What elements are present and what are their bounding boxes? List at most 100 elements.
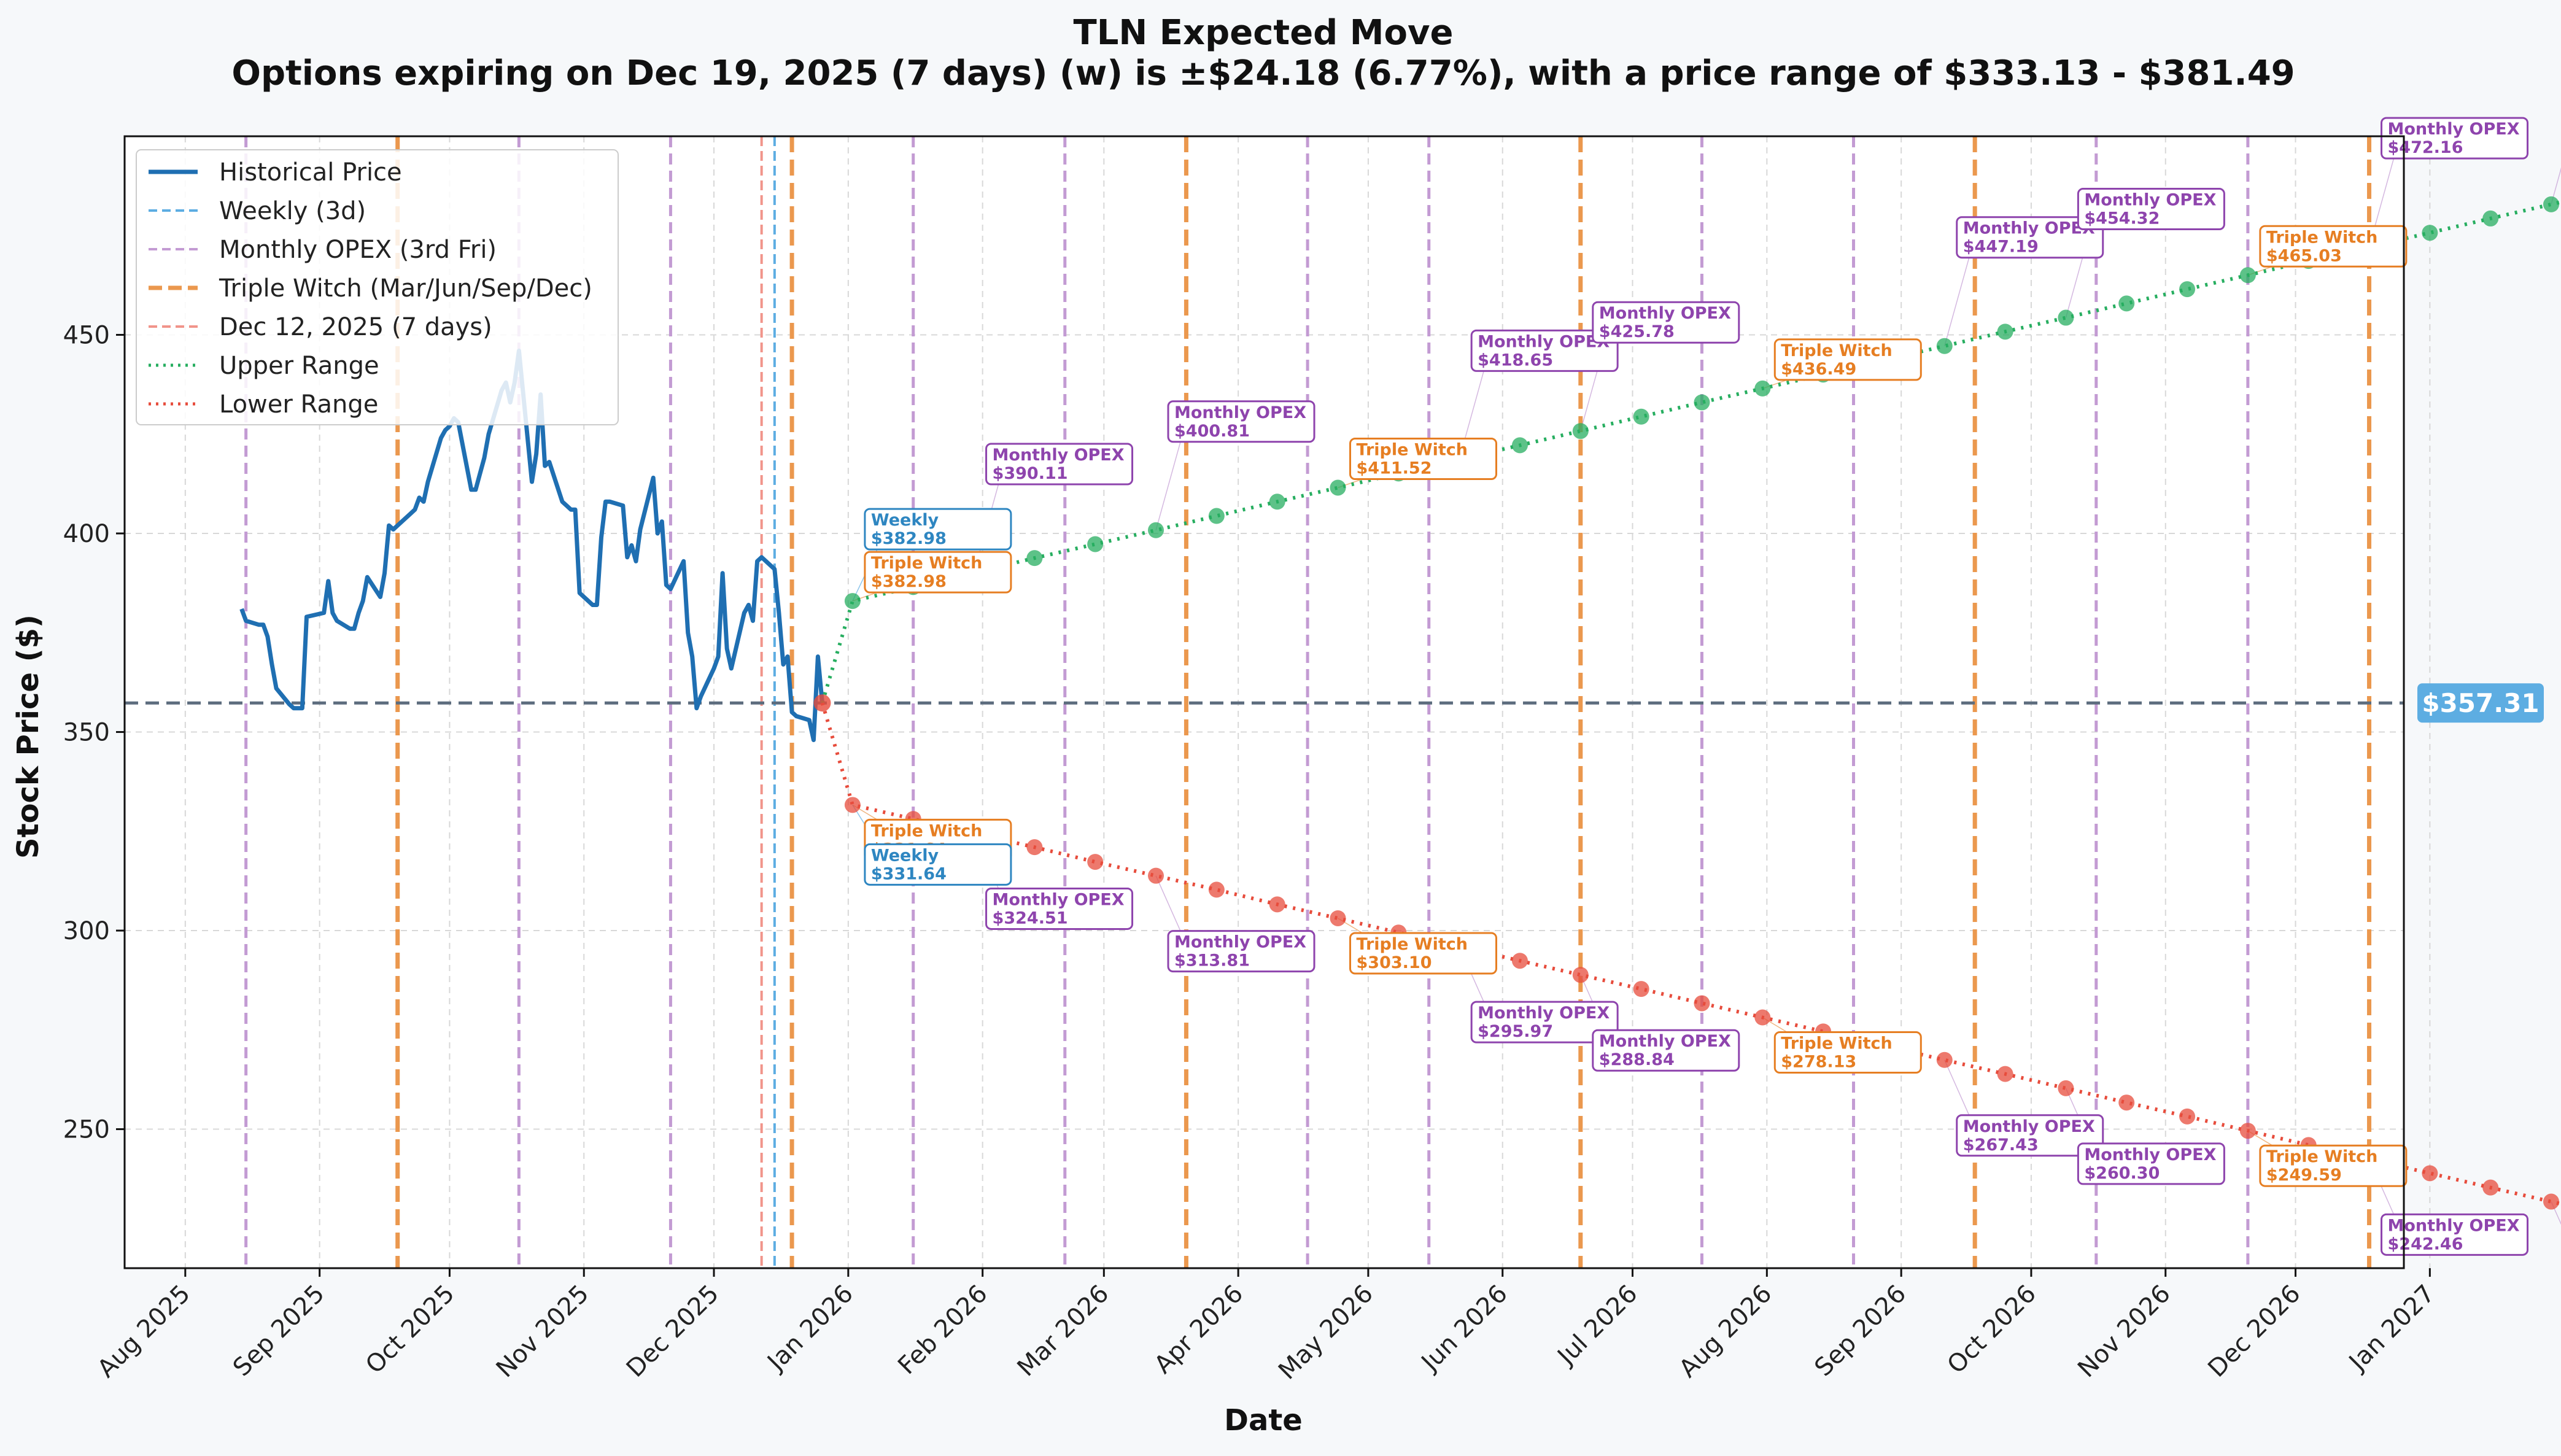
annotation-title: Monthly OPEX bbox=[1174, 933, 1306, 952]
annotation-title: Triple Witch bbox=[1357, 935, 1468, 954]
annotation-value: $324.51 bbox=[993, 908, 1068, 927]
annotation-value: $249.59 bbox=[2266, 1166, 2342, 1185]
current-price-badge-text: $357.31 bbox=[2422, 688, 2539, 718]
annotation-title: Monthly OPEX bbox=[1599, 1032, 1731, 1051]
annotation-title: Monthly OPEX bbox=[2388, 120, 2520, 139]
annotation-value: $447.19 bbox=[1963, 238, 2039, 257]
annotation-label: Triple Witch$465.03 bbox=[2260, 226, 2406, 266]
upper-range-point bbox=[1087, 536, 1103, 552]
lower-range-point bbox=[2240, 1123, 2256, 1139]
x-axis-label: Date bbox=[1224, 1403, 1303, 1438]
annotation-title: Monthly OPEX bbox=[993, 446, 1125, 465]
y-tick-label: 400 bbox=[63, 520, 110, 548]
annotation-title: Triple Witch bbox=[2266, 228, 2378, 247]
upper-range-point bbox=[1148, 522, 1164, 538]
annotation-value: $267.43 bbox=[1963, 1136, 2039, 1155]
annotation-value: $418.65 bbox=[1478, 350, 1553, 370]
lower-range-point bbox=[845, 797, 861, 813]
annotation-value: $472.16 bbox=[2388, 138, 2463, 157]
y-tick-label: 450 bbox=[63, 322, 110, 350]
upper-range-point bbox=[2118, 295, 2134, 311]
upper-range-point bbox=[1694, 395, 1710, 411]
annotation-title: Monthly OPEX bbox=[1963, 1117, 2095, 1136]
annotation-title: Triple Witch bbox=[1781, 341, 1893, 360]
annotation-title: Monthly OPEX bbox=[2388, 1216, 2520, 1235]
upper-range-point bbox=[2240, 267, 2256, 283]
annotation-label: Monthly OPEX$324.51 bbox=[986, 888, 1133, 929]
annotation-title: Triple Witch bbox=[1781, 1034, 1893, 1053]
annotation-value: $260.30 bbox=[2084, 1164, 2160, 1183]
annotation-label: Monthly OPEX$390.11 bbox=[986, 444, 1133, 484]
legend-label: Lower Range bbox=[219, 390, 378, 419]
annotation-title: Monthly OPEX bbox=[993, 890, 1125, 909]
annotation-value: $454.32 bbox=[2084, 209, 2160, 228]
lower-range-point bbox=[1573, 967, 1589, 983]
current-price-point bbox=[813, 694, 831, 711]
upper-range-point bbox=[2179, 281, 2195, 297]
annotation-label: Weekly$382.98 bbox=[865, 509, 1011, 549]
annotation-title: Triple Witch bbox=[871, 554, 983, 573]
lower-range-point bbox=[1330, 910, 1346, 926]
annotation-value: $400.81 bbox=[1174, 422, 1250, 441]
annotation-title: Triple Witch bbox=[1357, 440, 1468, 459]
legend-label: Upper Range bbox=[219, 352, 379, 380]
chart-subtitle: Options expiring on Dec 19, 2025 (7 days… bbox=[231, 53, 2295, 93]
annotation-value: $436.49 bbox=[1781, 360, 1856, 379]
lower-range-point bbox=[1026, 839, 1042, 855]
annotation-value: $288.84 bbox=[1599, 1050, 1675, 1069]
annotation-value: $242.46 bbox=[2388, 1234, 2463, 1253]
annotation-label: Monthly OPEX$400.81 bbox=[1168, 401, 1314, 442]
upper-range-point bbox=[1997, 323, 2013, 339]
annotation-label: Triple Witch$411.52 bbox=[1350, 438, 1497, 479]
upper-range-point bbox=[1026, 550, 1042, 566]
lower-range-point bbox=[1269, 896, 1285, 912]
annotation-value: $390.11 bbox=[993, 464, 1068, 483]
annotation-value: $303.10 bbox=[1357, 953, 1432, 972]
legend-label: Weekly (3d) bbox=[219, 197, 366, 225]
annotation-title: Monthly OPEX bbox=[1599, 304, 1731, 323]
lower-range-point bbox=[2543, 1194, 2559, 1210]
annotation-label: Monthly OPEX$454.32 bbox=[2078, 189, 2224, 230]
lower-range-point bbox=[2482, 1180, 2498, 1196]
upper-range-point bbox=[2543, 196, 2559, 212]
annotation-label: Triple Witch$436.49 bbox=[1775, 339, 1921, 380]
upper-range-point bbox=[845, 593, 861, 609]
annotation-label: Monthly OPEX$313.81 bbox=[1168, 931, 1314, 972]
legend-label: Monthly OPEX (3rd Fri) bbox=[219, 236, 497, 264]
legend-label: Dec 12, 2025 (7 days) bbox=[219, 313, 492, 341]
upper-range-point bbox=[1512, 437, 1528, 453]
annotation-value: $411.52 bbox=[1357, 459, 1432, 478]
upper-range-point bbox=[2482, 211, 2498, 227]
upper-range-point bbox=[1573, 423, 1589, 439]
annotation-value: $313.81 bbox=[1174, 951, 1250, 970]
upper-range-point bbox=[1937, 338, 1953, 354]
lower-range-point bbox=[1148, 868, 1164, 884]
y-tick-label: 300 bbox=[63, 917, 110, 945]
annotation-label: Triple Witch$249.59 bbox=[2260, 1145, 2406, 1186]
upper-range-point bbox=[2058, 310, 2074, 326]
lower-range-point bbox=[1754, 1010, 1770, 1026]
upper-range-point bbox=[1269, 494, 1285, 509]
lower-range-point bbox=[2422, 1165, 2438, 1181]
lower-range-point bbox=[1937, 1052, 1953, 1068]
annotation-title: Monthly OPEX bbox=[1174, 403, 1306, 422]
annotation-value: $278.13 bbox=[1781, 1053, 1856, 1072]
lower-range-point bbox=[1209, 881, 1225, 897]
annotation-title: Monthly OPEX bbox=[1478, 332, 1610, 351]
annotation-title: Triple Witch bbox=[2266, 1147, 2378, 1166]
annotation-label: Triple Witch$382.98 bbox=[865, 552, 1011, 592]
annotation-title: Weekly bbox=[871, 511, 939, 530]
upper-range-point bbox=[1754, 381, 1770, 397]
current-price-badge: $357.31 bbox=[2417, 683, 2544, 722]
annotation-title: Monthly OPEX bbox=[1963, 219, 2095, 238]
lower-range-point bbox=[1997, 1066, 2013, 1082]
annotation-title: Monthly OPEX bbox=[2084, 1145, 2216, 1164]
lower-range-point bbox=[1087, 854, 1103, 870]
annotation-label: Monthly OPEX$288.84 bbox=[1593, 1030, 1739, 1071]
annotation-title: Monthly OPEX bbox=[1478, 1004, 1610, 1023]
upper-range-point bbox=[2422, 225, 2438, 241]
annotation-value: $382.98 bbox=[871, 572, 947, 591]
